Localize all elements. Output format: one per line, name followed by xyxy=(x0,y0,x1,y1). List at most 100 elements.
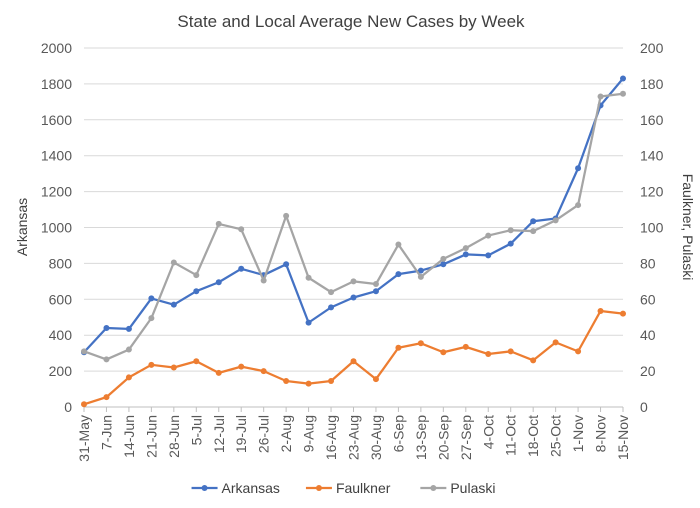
data-point-arkansas xyxy=(125,325,132,332)
data-point-arkansas xyxy=(507,240,514,247)
x-tick-label: 14-Jun xyxy=(121,415,137,458)
series-arkansas xyxy=(81,75,626,356)
data-point-faulkner xyxy=(462,343,469,350)
data-point-faulkner xyxy=(238,363,245,370)
data-point-pulaski xyxy=(328,289,335,296)
gridlines xyxy=(84,47,623,372)
data-point-faulkner xyxy=(260,368,267,375)
data-point-pulaski xyxy=(417,273,424,280)
data-point-arkansas xyxy=(170,301,177,308)
data-point-pulaski xyxy=(260,277,267,284)
data-point-faulkner xyxy=(417,340,424,347)
x-tick-label: 13-Sep xyxy=(413,415,429,460)
data-point-pulaski xyxy=(395,241,402,248)
data-point-pulaski xyxy=(552,217,559,224)
data-point-pulaski xyxy=(440,255,447,262)
y-right-tick-label: 140 xyxy=(640,148,664,164)
x-tick-label: 28-Jun xyxy=(166,415,182,458)
x-tick-label: 26-Jul xyxy=(256,415,272,453)
data-point-faulkner xyxy=(283,377,290,384)
x-tick-label: 12-Jul xyxy=(211,415,227,453)
data-point-faulkner xyxy=(507,348,514,355)
series-line-pulaski xyxy=(82,92,625,361)
x-tick-label: 18-Oct xyxy=(525,415,541,457)
data-point-faulkner xyxy=(125,374,132,381)
x-tick-label: 25-Oct xyxy=(548,415,564,457)
data-point-pulaski xyxy=(125,346,132,353)
data-point-pulaski xyxy=(530,228,537,235)
y-left-tick-label: 1000 xyxy=(41,220,72,236)
data-point-arkansas xyxy=(417,267,424,274)
data-point-arkansas xyxy=(462,251,469,258)
x-tick-label: 8-Nov xyxy=(593,415,609,452)
x-tick-label: 2-Aug xyxy=(278,415,294,452)
legend-item-faulkner: Faulkner xyxy=(305,480,391,496)
data-point-faulkner xyxy=(575,348,582,355)
data-point-pulaski xyxy=(372,281,379,288)
y-right-tick-label: 160 xyxy=(640,112,664,128)
data-point-arkansas xyxy=(238,265,245,272)
data-point-pulaski xyxy=(507,227,514,234)
data-point-arkansas xyxy=(485,252,492,259)
x-tick-label: 15-Nov xyxy=(615,415,631,460)
x-tick-label: 9-Aug xyxy=(301,415,317,452)
data-point-arkansas xyxy=(148,295,155,302)
data-point-pulaski xyxy=(215,220,222,227)
data-point-arkansas xyxy=(440,261,447,268)
series-faulkner xyxy=(81,307,626,408)
x-tick-label: 23-Aug xyxy=(346,415,362,460)
data-point-faulkner xyxy=(372,376,379,383)
y-left-tick-label: 1200 xyxy=(41,184,72,200)
data-point-faulkner xyxy=(597,307,604,314)
chart-title: State and Local Average New Cases by Wee… xyxy=(177,12,525,31)
data-point-pulaski xyxy=(193,272,200,279)
data-point-pulaski xyxy=(485,232,492,239)
y-left-tick-label: 2000 xyxy=(41,40,72,56)
data-point-arkansas xyxy=(103,325,110,332)
data-point-faulkner xyxy=(485,351,492,358)
data-point-faulkner xyxy=(395,344,402,351)
legend-swatch-marker xyxy=(315,485,322,491)
data-point-faulkner xyxy=(215,369,222,376)
data-point-pulaski xyxy=(81,348,87,355)
y-axis-left-title: Arkansas xyxy=(14,198,30,256)
y-right-tick-label: 20 xyxy=(640,363,656,379)
y-left-tick-label: 0 xyxy=(64,399,72,415)
data-point-faulkner xyxy=(170,364,177,371)
y-left-tick-label: 400 xyxy=(49,327,73,343)
legend-item-arkansas: Arkansas xyxy=(191,480,280,496)
x-tick-label: 30-Aug xyxy=(368,415,384,460)
x-tick-label: 27-Sep xyxy=(458,415,474,460)
legend-label: Arkansas xyxy=(222,480,280,496)
legend-swatch-marker xyxy=(201,485,208,491)
data-point-faulkner xyxy=(103,394,110,401)
data-point-arkansas xyxy=(350,294,357,301)
legend-swatch-marker xyxy=(430,485,437,491)
y-axis-right-title: Faulkner, Pulaski xyxy=(680,174,696,281)
data-point-arkansas xyxy=(215,279,222,286)
x-tick-label: 1-Nov xyxy=(570,415,586,452)
data-point-arkansas xyxy=(395,271,402,278)
legend-item-pulaski: Pulaski xyxy=(420,480,495,496)
data-point-pulaski xyxy=(238,226,245,233)
x-tick-label: 19-Jul xyxy=(233,415,249,453)
data-point-arkansas xyxy=(620,75,626,82)
y-right-tick-label: 80 xyxy=(640,255,656,271)
data-point-pulaski xyxy=(103,356,110,363)
x-tick-label: 7-Jun xyxy=(98,415,114,450)
series-pulaski xyxy=(81,90,626,363)
data-point-faulkner xyxy=(620,310,626,317)
data-point-pulaski xyxy=(170,259,177,266)
data-point-pulaski xyxy=(597,93,604,100)
data-point-arkansas xyxy=(193,288,200,295)
legend-label: Pulaski xyxy=(450,480,495,496)
data-point-pulaski xyxy=(350,278,357,285)
data-point-faulkner xyxy=(193,358,200,365)
data-point-faulkner xyxy=(440,349,447,356)
x-tick-label: 6-Sep xyxy=(390,415,406,453)
data-point-faulkner xyxy=(530,357,537,364)
y-right-tick-label: 100 xyxy=(640,220,664,236)
x-tick-label: 5-Jul xyxy=(188,415,204,445)
